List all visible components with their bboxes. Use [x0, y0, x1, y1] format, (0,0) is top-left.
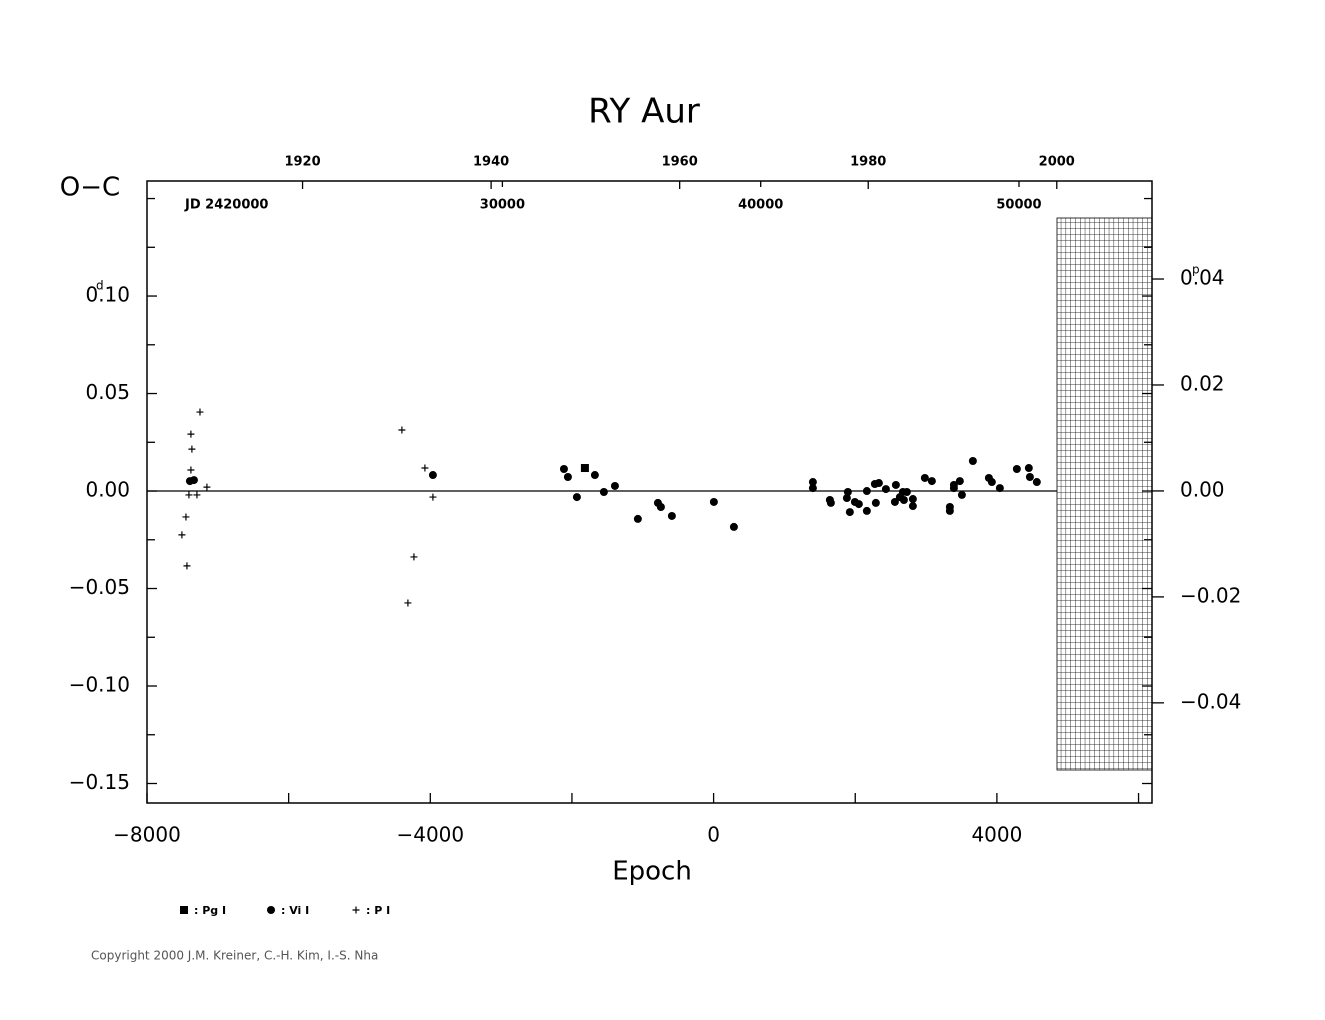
y2-tick-label: 0.04 [1180, 266, 1225, 290]
y-tick-label: 0.10 [85, 283, 130, 307]
point [1032, 478, 1041, 487]
copyright: Copyright 2000 J.M. Kreiner, C.-H. Kim, … [91, 949, 378, 963]
point [429, 493, 437, 501]
jd-label: JD 2420000 [184, 198, 268, 213]
point [843, 488, 852, 496]
x-axis-label: Epoch [612, 857, 692, 887]
point [580, 464, 589, 473]
point [862, 487, 871, 496]
point [955, 477, 964, 486]
point [927, 477, 936, 486]
year-tick-label: 2000 [1039, 155, 1075, 170]
y-tick-label: 0.05 [85, 380, 130, 404]
year-tick-label: 1960 [662, 155, 698, 170]
year-tick-label: 1980 [850, 155, 886, 170]
point [667, 511, 676, 520]
x-tick-label: 0 [707, 823, 720, 847]
y2-tick-label: −0.02 [1180, 583, 1241, 607]
point [187, 466, 195, 474]
y-unit: d [96, 279, 104, 293]
y2-unit: p [1192, 263, 1200, 277]
point [891, 480, 900, 489]
point [899, 495, 908, 504]
legend-label: : P I [366, 904, 390, 917]
point [182, 513, 190, 521]
point [729, 522, 738, 531]
y-tick-label: −0.15 [69, 770, 130, 794]
x-tick-label: −8000 [113, 823, 181, 847]
point [902, 488, 911, 496]
y-tick-label: −0.05 [69, 575, 130, 599]
point [945, 506, 954, 515]
point [874, 479, 883, 488]
y2-tick-label: 0.00 [1180, 477, 1225, 501]
point [995, 484, 1004, 493]
point [842, 494, 851, 503]
point [808, 478, 817, 487]
plot-frame [146, 180, 1153, 804]
x-tick-label: 4000 [971, 823, 1022, 847]
legend-marker [267, 906, 275, 914]
jd-tick-label: 30000 [480, 198, 525, 213]
point [428, 471, 437, 480]
point [890, 497, 899, 506]
point [808, 484, 817, 493]
legend-marker [352, 906, 360, 914]
point [572, 493, 581, 502]
point [633, 514, 642, 523]
legend-label: : Vi I [281, 904, 309, 917]
year-tick-label: 1940 [473, 155, 509, 170]
point [862, 506, 871, 515]
point [1024, 464, 1033, 473]
point [183, 562, 191, 570]
hatched-region [1056, 217, 1153, 771]
point [203, 483, 211, 491]
point [957, 490, 966, 499]
point [826, 498, 835, 507]
point [189, 476, 198, 485]
jd-tick-label: 40000 [738, 198, 783, 213]
legend-label: : Pg I [194, 904, 226, 917]
point [421, 464, 429, 472]
year-tick-label: 1920 [284, 155, 320, 170]
point [410, 553, 418, 561]
jd-tick-label: 50000 [996, 198, 1041, 213]
point [1012, 464, 1021, 473]
point [920, 473, 929, 482]
point [563, 472, 572, 481]
point [709, 497, 718, 506]
point [854, 500, 863, 509]
point [559, 464, 568, 473]
point [185, 491, 193, 499]
chart-title: RY Aur [588, 92, 700, 132]
point [1025, 472, 1034, 481]
y-tick-label: −0.10 [69, 673, 130, 697]
point [908, 495, 917, 504]
point [404, 599, 412, 607]
point [196, 408, 204, 416]
legend-marker [180, 906, 188, 914]
x-tick-label: −4000 [396, 823, 464, 847]
point [881, 485, 890, 494]
point [590, 471, 599, 480]
point [599, 488, 608, 496]
point [188, 445, 196, 453]
point [193, 491, 201, 499]
y-tick-label: 0.00 [85, 478, 130, 502]
point [178, 531, 186, 539]
point [987, 478, 996, 487]
point [610, 481, 619, 490]
point [968, 456, 977, 465]
point [949, 484, 958, 493]
y-axis-label: O−C [60, 173, 120, 203]
point [187, 430, 195, 438]
y2-tick-label: 0.02 [1180, 371, 1225, 395]
point [871, 498, 880, 507]
point [908, 502, 917, 511]
point [845, 508, 854, 517]
point [656, 503, 665, 512]
y2-tick-label: −0.04 [1180, 689, 1241, 713]
point [398, 426, 406, 434]
